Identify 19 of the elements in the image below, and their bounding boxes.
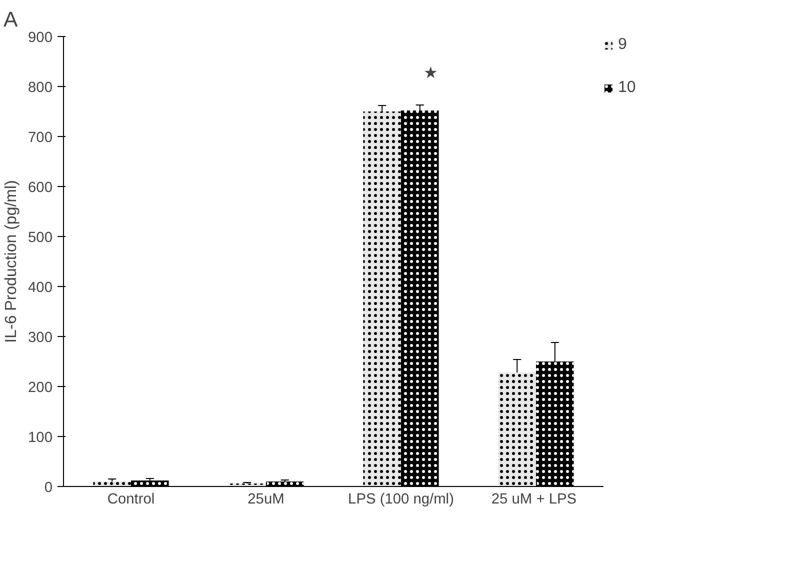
y-tick-label: 700 bbox=[28, 130, 53, 146]
x-tick-label: 25uM bbox=[248, 492, 284, 508]
y-tick-label: 100 bbox=[28, 430, 53, 446]
legend-label: 9 bbox=[618, 36, 628, 54]
y-tick-label: 300 bbox=[28, 330, 53, 346]
y-tick-label: 400 bbox=[28, 280, 53, 296]
y-tick-label: 800 bbox=[28, 80, 53, 96]
x-tick-label: Control bbox=[107, 492, 155, 508]
annotation: ★ bbox=[424, 63, 438, 82]
y-tick-label: 900 bbox=[28, 30, 53, 46]
y-axis-title: IL-6 Production (pg/ml) bbox=[3, 180, 20, 343]
legend-label: 10 bbox=[618, 79, 637, 97]
y-tick-label: 200 bbox=[28, 380, 53, 396]
y-tick-label: 500 bbox=[28, 230, 53, 246]
text: A bbox=[4, 8, 18, 32]
x-tick-label: LPS (100 ng/ml) bbox=[348, 492, 454, 508]
y-tick-label: 0 bbox=[44, 480, 53, 496]
y-tick-label: 600 bbox=[28, 180, 53, 196]
x-tick-label: 25 uM + LPS bbox=[491, 492, 577, 508]
